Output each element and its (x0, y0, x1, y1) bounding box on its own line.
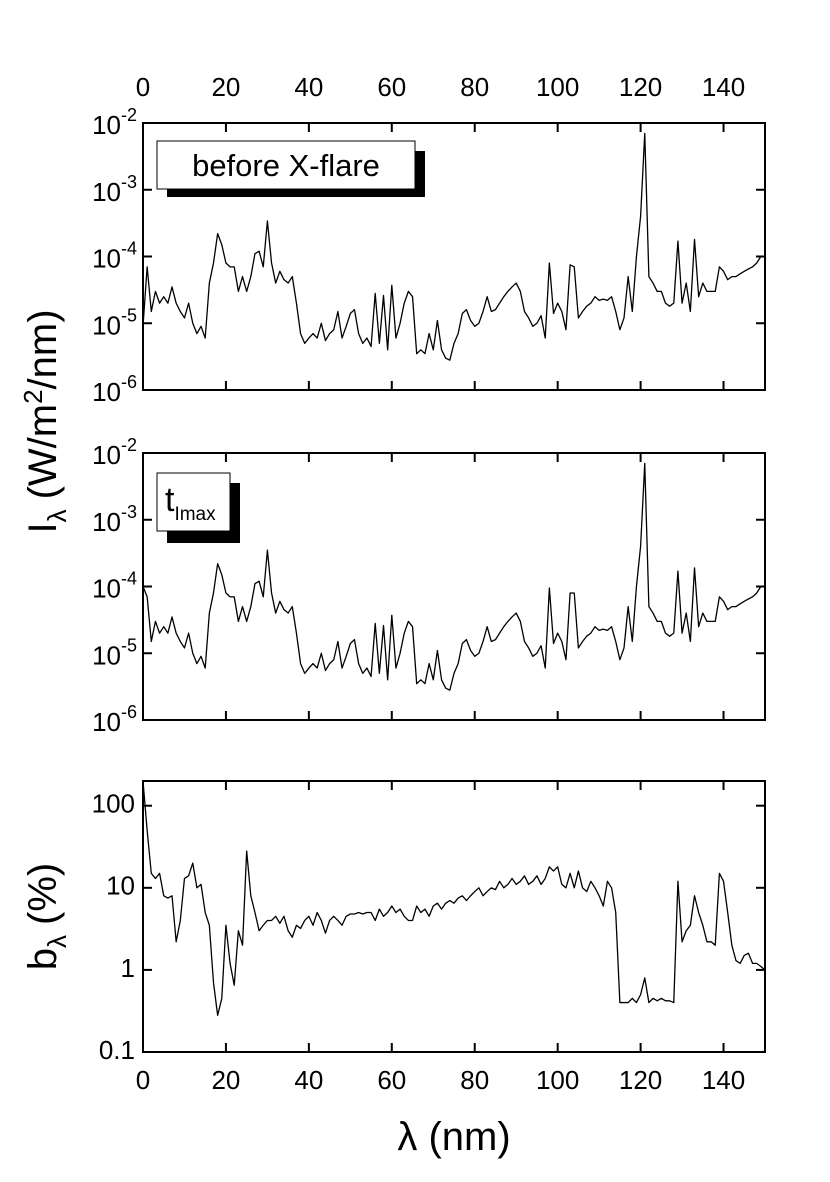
y-tick-exponent: -3 (121, 502, 137, 522)
y-title-symbol: I (21, 522, 65, 533)
data-line (142, 780, 766, 1016)
y-axis-title: bλ (%) (21, 863, 72, 970)
y-tick-label: 10-5 (92, 305, 137, 340)
x-axis-title: λ (nm) (397, 1115, 510, 1159)
y-tick-base: 10 (92, 707, 121, 737)
y-title-symbol: b (21, 948, 65, 970)
x-tick-label: 0 (136, 1065, 150, 1095)
y-tick-exponent: -4 (121, 568, 137, 588)
x-tick-label: 100 (536, 1065, 579, 1095)
annotation-box (156, 472, 231, 532)
y-tick-base: 10 (92, 507, 121, 537)
y-tick-label: 10-6 (92, 702, 137, 737)
y-tick-label: 10-3 (92, 172, 137, 207)
plot-frame (142, 780, 766, 1053)
x-tick-label: 140 (702, 72, 745, 102)
y-tick-exponent: -5 (121, 305, 137, 325)
x-tick-label: 20 (211, 72, 240, 102)
y-title-unit: (W/m (21, 404, 65, 500)
y-tick-exponent: -2 (121, 435, 137, 455)
y-tick-label: 10-6 (92, 372, 137, 407)
y-tick-label: 10-3 (92, 502, 137, 537)
y-tick-exponent: -3 (121, 172, 137, 192)
y-title-sup: 2 (18, 389, 48, 403)
y-tick-label: 10-5 (92, 635, 137, 670)
y-tick-exponent: -5 (121, 635, 137, 655)
annotation: tImax (165, 481, 216, 525)
x-tick-label: 20 (211, 1065, 240, 1095)
y-tick-base: 10 (92, 177, 121, 207)
y-tick-base: 10 (92, 377, 121, 407)
y-tick-exponent: -2 (121, 105, 137, 125)
y-tick-exponent: -6 (121, 702, 137, 722)
plot-frame (142, 122, 766, 391)
y-tick-label: 10-4 (92, 568, 137, 603)
y-axis-title: Iλ (W/m2/nm) (18, 309, 72, 533)
plot-frame (142, 452, 766, 721)
y-title-sub: λ (42, 509, 72, 522)
y-tick-label: 100 (92, 789, 135, 819)
annotation-sub: Imax (174, 504, 216, 525)
y-tick-exponent: -4 (121, 238, 137, 258)
x-tick-label: 80 (460, 1065, 489, 1095)
y-tick-label: 10-2 (92, 435, 137, 470)
x-tick-label: 40 (294, 72, 323, 102)
y-tick-label: 10 (106, 871, 135, 901)
data-line (142, 132, 765, 361)
y-tick-base: 10 (92, 640, 121, 670)
annotation-text: before X-flare (192, 148, 380, 183)
y-title-unit: (%) (21, 863, 65, 925)
x-tick-label: 60 (377, 1065, 406, 1095)
y-tick-base: 10 (92, 243, 121, 273)
y-tick-label: 10-2 (92, 105, 137, 140)
annotation-text: t (165, 481, 175, 519)
data-line (142, 462, 765, 691)
x-tick-label: 0 (136, 72, 150, 102)
y-tick-base: 10 (92, 440, 121, 470)
x-tick-label: 60 (377, 72, 406, 102)
x-tick-label: 140 (702, 1065, 745, 1095)
y-title-unit-end: /nm) (21, 309, 65, 389)
annotation-box (156, 140, 416, 190)
x-tick-label: 100 (536, 72, 579, 102)
y-tick-base: 10 (92, 110, 121, 140)
y-tick-exponent: -6 (121, 372, 137, 392)
x-tick-label: 80 (460, 72, 489, 102)
y-title-sub: λ (42, 935, 72, 948)
x-tick-label: 120 (619, 72, 662, 102)
y-tick-label: 10-4 (92, 238, 137, 273)
y-tick-label: 0.1 (99, 1035, 135, 1065)
y-tick-base: 10 (92, 573, 121, 603)
y-tick-base: 10 (92, 310, 121, 340)
x-tick-label: 120 (619, 1065, 662, 1095)
y-tick-label: 1 (121, 953, 135, 983)
x-tick-label: 40 (294, 1065, 323, 1095)
